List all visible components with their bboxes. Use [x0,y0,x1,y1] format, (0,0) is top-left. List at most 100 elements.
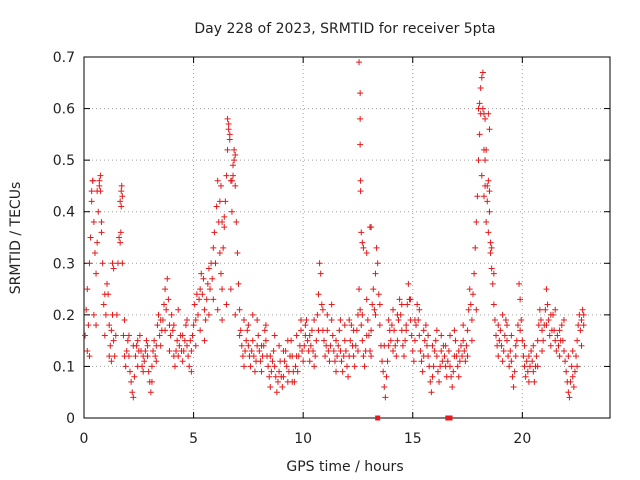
data-point [402,337,409,344]
data-point [403,322,410,329]
data-point [559,337,566,344]
data-point [100,301,107,308]
data-point [369,301,376,308]
data-point [342,347,349,354]
data-point [245,322,252,329]
data-point [111,353,118,360]
data-point [562,358,569,365]
data-point [167,332,174,339]
data-point [356,59,363,66]
data-point [367,347,374,354]
data-point [207,286,214,293]
y-tick-label: 0 [66,411,75,427]
data-point [82,332,89,339]
data-point [418,358,425,365]
data-point [316,260,323,267]
data-point [531,378,538,385]
data-point [489,280,496,287]
data-point [384,358,391,365]
data-point [186,363,193,370]
data-point [119,193,126,200]
data-point [324,311,331,318]
data-point [493,332,500,339]
data-point [456,358,463,365]
data-point [411,317,418,324]
data-point [118,182,125,189]
data-point [357,177,364,184]
data-point [390,306,397,313]
data-point [338,358,345,365]
data-point [570,384,577,391]
data-point [261,327,268,334]
data-point [289,378,296,385]
data-point [405,280,412,287]
data-point [108,358,115,365]
data-point [499,311,506,318]
data-point [254,317,261,324]
data-point [503,322,510,329]
data-point [175,306,182,313]
data-point [579,306,586,313]
data-point [209,275,216,282]
data-point [507,347,514,354]
data-point [324,327,331,334]
data-point [368,224,375,231]
data-point [231,157,238,164]
data-point [525,353,532,360]
data-point [213,203,220,210]
data-point [240,317,247,324]
data-point [473,306,480,313]
data-point [484,198,491,205]
data-point [396,296,403,303]
data-point [512,342,519,349]
data-point [448,373,455,380]
data-point [221,224,228,231]
data-point [281,358,288,365]
data-point [102,311,109,318]
data-point [487,249,494,256]
data-point [580,322,587,329]
data-point [306,332,313,339]
data-point [270,347,277,354]
data-point [243,337,250,344]
data-point [99,260,106,267]
data-point [89,177,96,184]
data-point [230,172,237,179]
data-point [365,332,372,339]
data-point [393,353,400,360]
x-tick-label: 10 [294,431,312,447]
data-point [136,332,143,339]
data-point [171,363,178,370]
data-point [508,358,515,365]
data-point [533,353,540,360]
data-point [516,280,523,287]
data-point [527,363,534,370]
data-point [231,146,238,153]
data-point [438,347,445,354]
data-point [511,368,518,375]
data-point [120,332,127,339]
data-point [339,368,346,375]
chart-title: Day 228 of 2023, SRMTID for receiver 5pt… [194,21,495,37]
data-point [266,373,273,380]
data-point [94,239,101,246]
data-point [262,337,269,344]
data-point [459,353,466,360]
data-point [93,270,100,277]
data-point [294,368,301,375]
data-point [452,337,459,344]
data-point [97,172,104,179]
data-point [232,311,239,318]
data-point [235,280,242,287]
data-point [145,368,152,375]
data-point [519,337,526,344]
data-point [274,378,281,385]
data-point [460,322,467,329]
data-point [311,317,318,324]
data-point [131,373,138,380]
data-point [88,188,95,195]
data-point [211,229,218,236]
data-point [279,384,286,391]
data-point [147,389,154,396]
data-point [237,327,244,334]
